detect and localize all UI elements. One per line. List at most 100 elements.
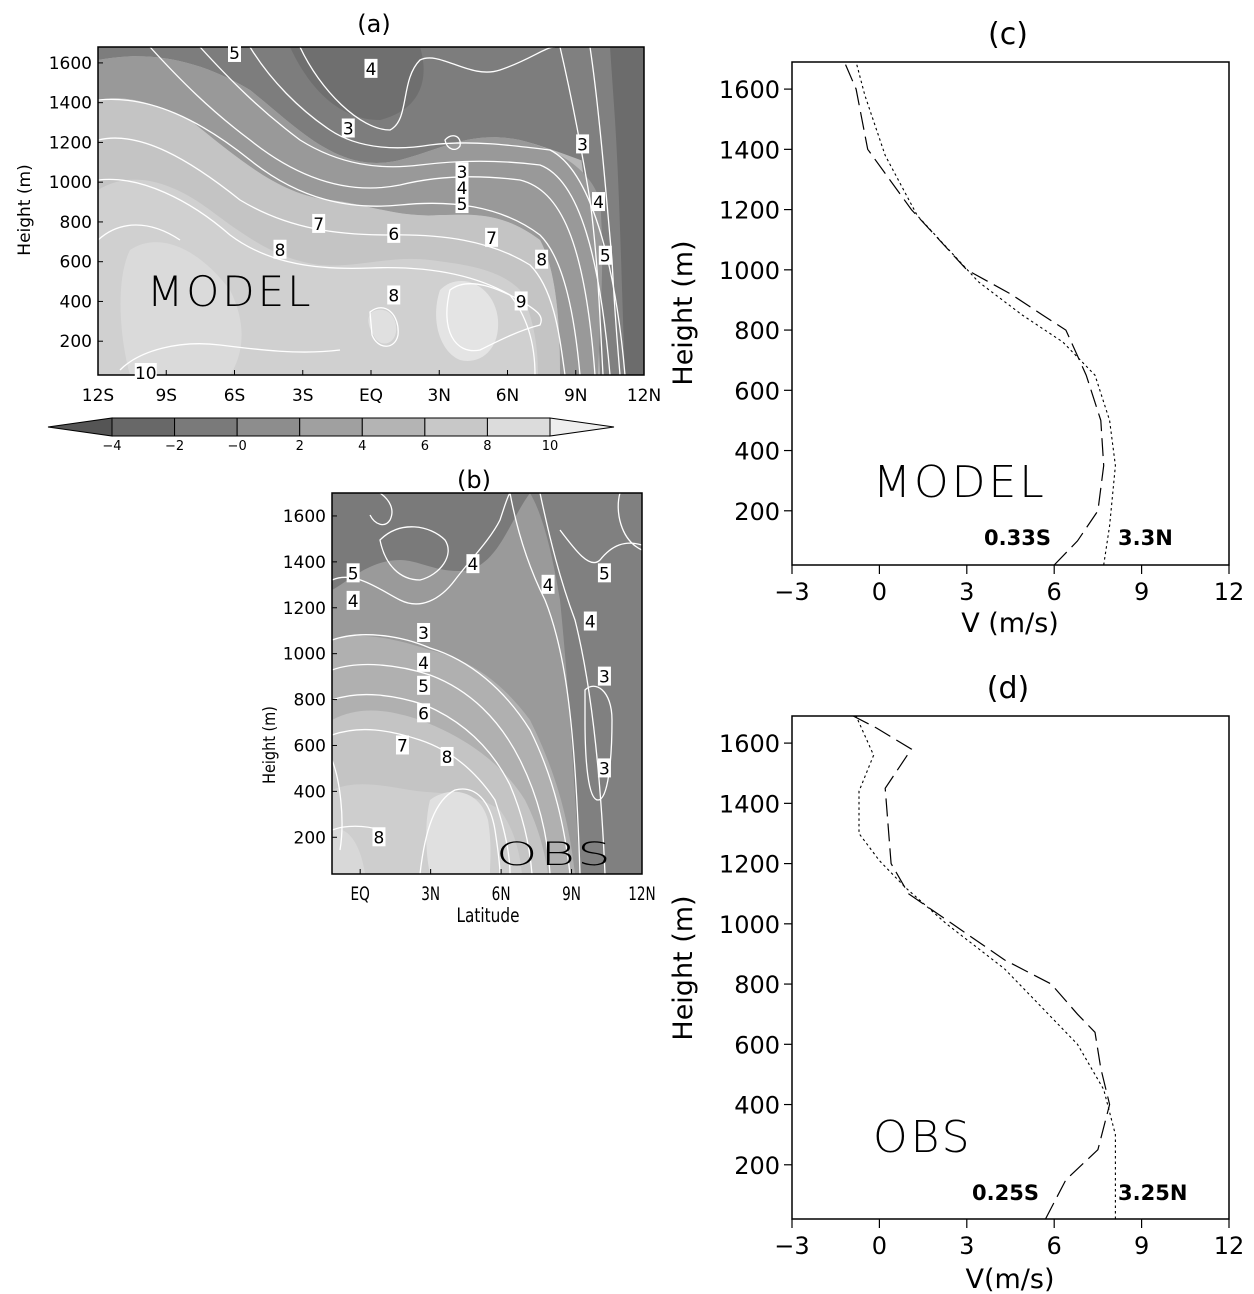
y-tick-label: 1200: [49, 133, 92, 153]
y-tick-label: 1400: [719, 790, 780, 818]
panel-c-series: [843, 62, 1116, 565]
contour-label: 3: [418, 624, 429, 644]
panel-d: (d) −3 0 3 6 9 12 200 400 600 800 1000 1200 1400 160…: [668, 671, 1244, 1294]
contour-label-box: [583, 611, 597, 631]
colorbar-tick-label: 2: [296, 439, 304, 454]
contour-label: 6: [388, 225, 399, 245]
y-tick-label: 600: [734, 1031, 780, 1059]
x-tick-label: 12S: [82, 386, 114, 406]
x-tick-label: 12N: [628, 883, 655, 905]
panel-d-title: (d): [987, 671, 1029, 706]
panel-c-annotation: MODEL: [873, 457, 1047, 508]
panel-d-xlabel: V(m/s): [965, 1264, 1054, 1294]
x-tick-label: 6N: [492, 883, 511, 905]
colorbar-cell: [361, 417, 426, 437]
contour-label: 5: [229, 44, 240, 64]
contour-label: 4: [366, 60, 377, 80]
panel-b: (b): [259, 466, 656, 928]
contour-label: 7: [397, 736, 408, 756]
contour-label-box: [395, 735, 409, 755]
y-tick-label: 600: [294, 736, 326, 756]
panel-c-series-label-2: 3.3N: [1118, 526, 1173, 550]
y-tick-label: 400: [60, 292, 92, 312]
y-tick-label: 1400: [719, 136, 780, 164]
y-tick-label: 200: [734, 1152, 780, 1180]
contour-label: 8: [374, 828, 385, 848]
panel-c: (c) −3 0 3 6 9 12 200 400 600 800 1000 1200 1400 160…: [668, 17, 1244, 639]
profile-line-2: [855, 62, 1116, 565]
contour-label-box: [417, 652, 431, 672]
contour-label-box: [417, 623, 431, 643]
colorbar: −4 −2 −0 2 4 6 8 10: [47, 417, 615, 454]
contour-label: 7: [313, 215, 324, 235]
y-tick-label: 800: [60, 213, 92, 233]
colorbar-tick-label: 10: [542, 439, 559, 454]
contour-label-box: [372, 827, 386, 847]
y-tick-label: 600: [60, 253, 92, 273]
panel-a-title: (a): [357, 10, 390, 38]
x-tick-label: EQ: [359, 386, 383, 406]
y-tick-label: 400: [734, 1092, 780, 1120]
colorbar-cell: [486, 417, 551, 437]
y-tick-label: 400: [734, 438, 780, 466]
profile-line-1: [852, 716, 1111, 1219]
contour-label: 9: [516, 292, 527, 312]
x-tick-label: 3S: [292, 386, 314, 406]
x-tick-label: −3: [774, 1232, 809, 1260]
y-tick-label: 1600: [719, 730, 780, 758]
y-tick-label: 200: [60, 332, 92, 352]
colorbar-ticks: −4 −2 −0 2 4 6 8 10: [102, 439, 558, 454]
contour-label: 8: [536, 251, 547, 271]
panel-b-contours: [332, 493, 642, 874]
panel-b-x-axis: EQ 3N 6N 9N 12N: [351, 869, 656, 905]
panel-b-title: (b): [457, 466, 491, 494]
profile-line-1: [843, 62, 1105, 565]
colorbar-cell: [174, 417, 238, 437]
y-tick-label: 1000: [719, 911, 780, 939]
panel-a-y-axis: 200 400 600 800 1000 1200 1400 1600: [49, 54, 103, 352]
y-tick-label: 200: [734, 498, 780, 526]
contour-label: 4: [585, 613, 596, 633]
colorbar-tick-label: 8: [483, 439, 491, 454]
panel-d-x-axis: −3 0 3 6 9 12: [774, 1219, 1244, 1260]
x-tick-label: 9S: [155, 386, 177, 406]
contour-label-box: [576, 134, 590, 154]
x-tick-label: 3: [959, 578, 974, 606]
colorbar-cell: [236, 417, 301, 437]
x-tick-label: 3N: [427, 386, 451, 406]
panel-b-contour-labels: 5 4 4 4 5 4 3 4 5 3 67 8 3 8: [346, 554, 611, 848]
x-tick-label: 9N: [562, 883, 581, 905]
contour-label-box: [273, 239, 287, 259]
x-tick-label: 9: [1134, 578, 1149, 606]
contour-label: 8: [275, 241, 286, 261]
contour-label: 3: [599, 668, 610, 688]
colorbar-tick-label: −0: [228, 439, 247, 454]
panel-b-y-axis: 200 400 600 800 1000 1200 1400 1600: [283, 507, 337, 848]
panel-d-series-label-2: 3.25N: [1118, 1181, 1187, 1205]
panel-c-frame: [791, 61, 1230, 566]
profile-line-2: [855, 716, 1116, 1219]
panel-c-x-axis: −3 0 3 6 9 12: [774, 565, 1244, 606]
contour-label: 5: [600, 247, 611, 267]
colorbar-cells: [47, 417, 615, 437]
y-tick-label: 1400: [283, 553, 326, 573]
panel-a: (a): [15, 10, 661, 406]
x-tick-label: 12: [1214, 578, 1245, 606]
y-tick-label: 800: [734, 971, 780, 999]
contour-label: 8: [442, 748, 453, 768]
panel-b-ylabel: Height (m): [259, 706, 279, 784]
contour-label-box: [455, 194, 469, 214]
y-tick-label: 1000: [49, 173, 92, 193]
contour-label-box: [466, 554, 480, 574]
contour-label-box: [417, 675, 431, 695]
y-tick-label: 400: [294, 782, 326, 802]
panel-d-ylabel: Height (m): [668, 895, 699, 1040]
x-tick-label: 6S: [224, 386, 246, 406]
x-tick-label: 9: [1134, 1232, 1149, 1260]
panel-b-frame: [331, 492, 643, 875]
panel-d-annotation: OBS: [873, 1112, 973, 1163]
contour-label-box: [597, 563, 611, 583]
contour-label-box: [387, 285, 401, 305]
